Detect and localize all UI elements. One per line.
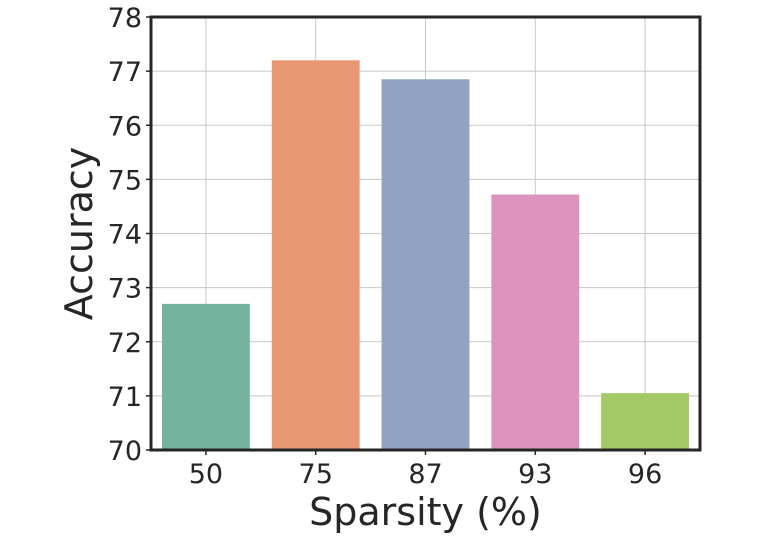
y-tick-label: 76 [108,111,142,142]
x-tick-label: 96 [628,459,662,490]
y-tick-label: 73 [108,274,142,305]
y-tick-label: 72 [108,328,142,359]
bars [161,60,690,451]
y-axis-label: Accuracy [57,147,101,321]
x-tick-label: 87 [408,459,442,490]
x-tick-label: 50 [189,459,223,490]
y-axis-ticks: 70 71 72 73 74 75 76 77 78 [108,3,151,467]
y-tick-label: 77 [108,57,142,88]
y-tick-label: 70 [108,436,142,467]
bar-93 [491,194,580,450]
y-tick-label: 75 [108,165,142,196]
bar-50 [161,303,250,450]
x-axis-ticks: 50 75 87 93 96 [189,450,662,490]
x-tick-label: 75 [299,459,333,490]
y-tick-label: 74 [108,220,142,251]
y-tick-label: 78 [108,3,142,34]
x-tick-label: 93 [518,459,552,490]
bar-87 [381,79,470,451]
bar-75 [271,60,360,451]
y-tick-label: 71 [108,382,142,413]
bar-96 [601,393,690,450]
x-axis-label: Sparsity (%) [309,490,542,534]
